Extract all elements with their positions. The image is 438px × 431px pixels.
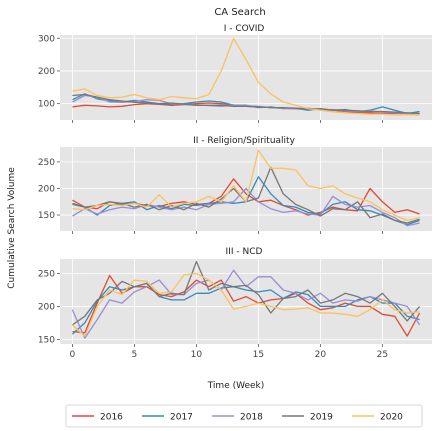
- panel-ncd-y-tick-label: 150: [38, 335, 55, 345]
- panel-religion-title: II - Religion/Spirituality: [193, 136, 296, 146]
- panel-ncd-y-tick-label: 200: [38, 302, 55, 312]
- panel-religion: II - Religion/Spirituality 150 200 250: [38, 136, 432, 234]
- x-tick-label: 15: [253, 350, 264, 360]
- x-axis-label: Time (Week): [207, 381, 265, 391]
- figure-title: CA Search: [214, 7, 265, 18]
- legend-frame: [65, 404, 423, 428]
- panel-covid-y-tick-label: 100: [38, 100, 55, 110]
- panel-covid-y-tick-label: 200: [38, 67, 55, 77]
- x-tick-label: 10: [191, 350, 203, 360]
- x-tick-label: 0: [70, 350, 76, 360]
- legend-label-2020: 2020: [380, 413, 403, 423]
- panel-religion-y-tick-label: 150: [38, 211, 55, 221]
- y-axis-label: Cumulative Search Volume: [7, 167, 17, 289]
- panel-covid-title: I - COVID: [224, 24, 265, 34]
- panel-ncd: III - NCD 0 5 10 15 20 25 150 200 250: [38, 247, 432, 360]
- series-line-religion-2020: [72, 149, 420, 222]
- panel-religion-y-tick-label: 250: [38, 158, 55, 168]
- legend-label-2019: 2019: [310, 413, 333, 423]
- x-tick-label: 20: [315, 350, 327, 360]
- panel-ncd-title: III - NCD: [226, 247, 263, 257]
- series-line-ncd-2016: [72, 274, 421, 337]
- legend-label-2016: 2016: [100, 413, 123, 423]
- x-tick-label: 5: [132, 350, 138, 360]
- series-line-ncd-2018: [71, 269, 421, 339]
- series-line-ncd-2020: [71, 272, 420, 337]
- series-line-covid-2019: [72, 93, 420, 115]
- panel-ncd-y-tick-label: 250: [38, 269, 55, 279]
- x-tick-label: 25: [377, 350, 388, 360]
- panel-covid: I - COVID 100 200 300: [38, 24, 432, 123]
- panel-covid-y-tick-label: 300: [38, 34, 55, 44]
- legend: 2016 2017 2018 2019 2020: [65, 404, 423, 428]
- legend-label-2018: 2018: [240, 413, 263, 423]
- legend-label-2017: 2017: [170, 413, 193, 423]
- series-line-covid-2020: [72, 37, 420, 116]
- panel-religion-y-tick-label: 200: [38, 184, 55, 194]
